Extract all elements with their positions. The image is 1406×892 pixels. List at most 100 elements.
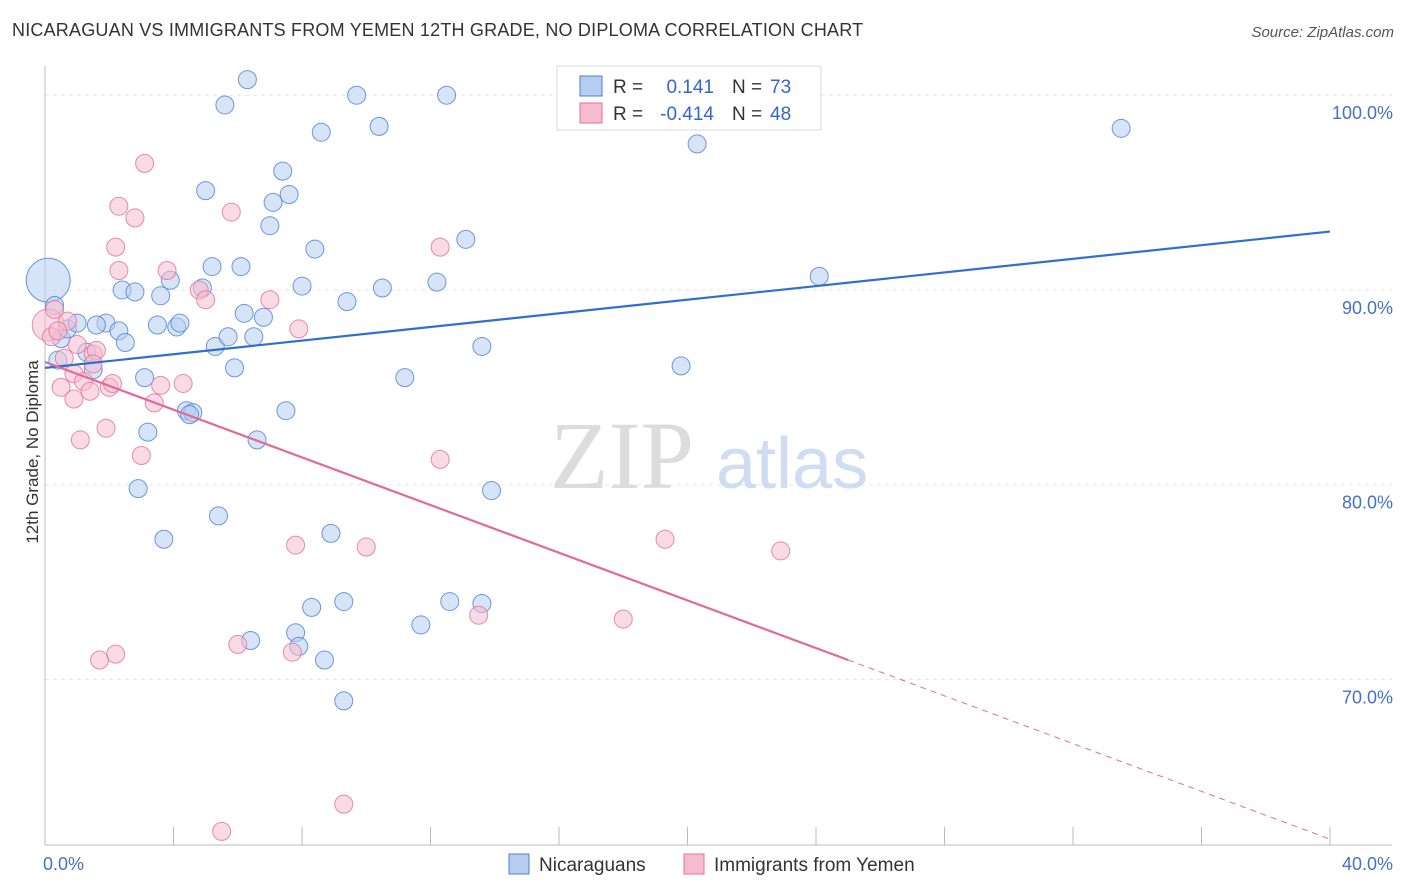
point-nicaraguan-0 bbox=[25, 257, 71, 303]
legend-swatch-blue bbox=[579, 75, 603, 97]
point-nicaraguan-35 bbox=[263, 192, 283, 212]
point-nicaraguan-50 bbox=[369, 116, 389, 136]
point-nicaraguan-23 bbox=[196, 181, 216, 201]
legend-r-label-1: R = bbox=[613, 77, 643, 98]
point-yemen-38 bbox=[334, 794, 354, 814]
axes bbox=[44, 66, 1392, 846]
point-yemen-32 bbox=[221, 202, 241, 222]
legend-n-label-2: N = bbox=[732, 104, 762, 125]
point-nicaraguan-55 bbox=[437, 85, 457, 105]
point-nicaraguan-36 bbox=[273, 161, 293, 181]
point-nicaraguan-51 bbox=[372, 278, 392, 298]
point-yemen-41 bbox=[430, 449, 450, 469]
trend-line-nicaraguans bbox=[44, 230, 1331, 369]
point-nicaraguan-15 bbox=[147, 315, 167, 335]
x-tick-label-1: 40.0% bbox=[1342, 854, 1393, 874]
point-nicaraguan-12 bbox=[125, 282, 145, 302]
point-nicaraguan-14 bbox=[138, 422, 158, 442]
y-tick-label-2: 80.0% bbox=[1342, 493, 1393, 513]
legend-r-value-1: 0.141 bbox=[666, 77, 714, 98]
point-nicaraguan-31 bbox=[244, 327, 264, 347]
y-axis-label: 12th Grade, No Diploma bbox=[23, 360, 42, 544]
y-tick-label-0: 100.0% bbox=[1332, 103, 1393, 123]
point-nicaraguan-70 bbox=[687, 134, 707, 154]
point-yemen-14 bbox=[90, 650, 110, 670]
point-yemen-35 bbox=[282, 642, 302, 662]
series-yemen bbox=[31, 153, 791, 841]
point-nicaraguan-69 bbox=[671, 356, 691, 376]
point-nicaraguan-37 bbox=[276, 401, 296, 421]
point-yemen-27 bbox=[157, 260, 177, 280]
point-yemen-6 bbox=[64, 389, 84, 409]
legend-n-value-1: 73 bbox=[770, 77, 791, 98]
point-yemen-3 bbox=[51, 377, 71, 397]
point-yemen-2 bbox=[45, 299, 65, 319]
point-nicaraguan-33 bbox=[253, 307, 273, 327]
point-yemen-23 bbox=[131, 446, 151, 465]
legend-n-value-2: 48 bbox=[770, 104, 791, 125]
point-yemen-47 bbox=[48, 321, 68, 341]
point-yemen-22 bbox=[125, 208, 145, 228]
point-yemen-39 bbox=[356, 537, 376, 557]
x-tick-labels: 0.0% 40.0% bbox=[43, 854, 1393, 874]
point-nicaraguan-71 bbox=[809, 266, 829, 286]
point-nicaraguan-47 bbox=[334, 691, 354, 711]
point-nicaraguan-53 bbox=[411, 615, 431, 635]
point-yemen-44 bbox=[655, 529, 675, 549]
point-nicaraguan-10 bbox=[115, 333, 135, 353]
point-yemen-33 bbox=[228, 634, 248, 654]
bottom-legend-swatch-blue bbox=[508, 853, 530, 875]
point-nicaraguan-45 bbox=[314, 650, 334, 670]
point-yemen-40 bbox=[430, 237, 450, 257]
point-yemen-31 bbox=[212, 821, 232, 841]
point-yemen-45 bbox=[771, 541, 791, 561]
bottom-legend-label-yemen: Immigrants from Yemen bbox=[714, 855, 915, 876]
point-yemen-28 bbox=[173, 373, 193, 393]
point-nicaraguan-44 bbox=[311, 122, 331, 142]
point-nicaraguan-43 bbox=[305, 239, 325, 259]
watermark-zip: ZIP bbox=[550, 402, 694, 509]
point-yemen-11 bbox=[80, 381, 100, 401]
point-nicaraguan-41 bbox=[292, 276, 312, 296]
point-nicaraguan-46 bbox=[321, 523, 341, 543]
point-yemen-21 bbox=[109, 260, 129, 280]
point-nicaraguan-68 bbox=[482, 481, 502, 501]
bottom-legend-swatch-pink bbox=[683, 853, 705, 875]
point-nicaraguan-42 bbox=[302, 597, 322, 617]
point-nicaraguan-52 bbox=[395, 368, 415, 388]
source-credit: Source: ZipAtlas.com bbox=[1251, 24, 1394, 41]
legend-n-label-1: N = bbox=[732, 77, 762, 98]
point-yemen-9 bbox=[70, 430, 90, 450]
y-tick-label-3: 70.0% bbox=[1342, 687, 1393, 707]
legend-r-label-2: R = bbox=[613, 104, 643, 125]
correlation-legend: R = 0.141 N = 73 R = -0.414 N = 48 bbox=[556, 65, 822, 131]
y-tick-label-1: 90.0% bbox=[1342, 298, 1393, 318]
point-yemen-15 bbox=[96, 418, 116, 438]
gridlines bbox=[45, 94, 1392, 680]
point-yemen-37 bbox=[289, 319, 309, 339]
point-nicaraguan-66 bbox=[334, 592, 354, 612]
watermark-atlas: atlas bbox=[716, 424, 868, 504]
point-nicaraguan-16 bbox=[151, 286, 171, 306]
trend-line-yemen-extension bbox=[847, 659, 1331, 840]
point-nicaraguan-26 bbox=[215, 95, 235, 115]
point-yemen-24 bbox=[135, 153, 155, 173]
point-yemen-36 bbox=[286, 535, 306, 555]
point-yemen-18 bbox=[106, 644, 126, 664]
point-nicaraguan-61 bbox=[208, 506, 228, 526]
point-nicaraguan-27 bbox=[218, 327, 238, 347]
point-nicaraguan-13 bbox=[135, 368, 155, 388]
point-yemen-26 bbox=[151, 375, 171, 395]
point-yemen-4 bbox=[54, 348, 74, 368]
point-nicaraguan-49 bbox=[347, 85, 367, 105]
point-nicaraguan-57 bbox=[456, 229, 476, 249]
chart-title: NICARAGUAN VS IMMIGRANTS FROM YEMEN 12TH… bbox=[12, 20, 864, 40]
point-nicaraguan-58 bbox=[472, 336, 492, 356]
series-legend: Nicaraguans Immigrants from Yemen bbox=[508, 853, 915, 876]
point-nicaraguan-63 bbox=[86, 315, 106, 335]
point-yemen-19 bbox=[106, 237, 126, 257]
bottom-legend-label-nicaraguans: Nicaraguans bbox=[539, 855, 646, 876]
trend-line-yemen bbox=[44, 360, 849, 662]
x-tick-label-0: 0.0% bbox=[43, 854, 84, 874]
point-yemen-43 bbox=[613, 609, 633, 629]
